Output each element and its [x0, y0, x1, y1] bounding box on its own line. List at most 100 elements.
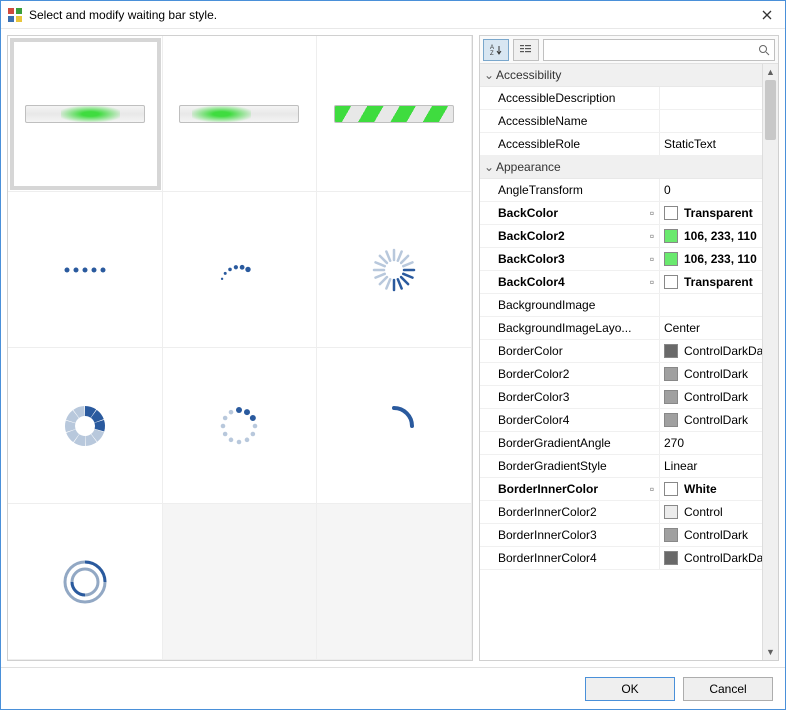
scroll-down-arrow[interactable]: ▼: [763, 644, 778, 660]
dropdown-icon: ▫: [645, 482, 659, 496]
property-value[interactable]: ControlDark: [659, 363, 762, 385]
color-swatch: [664, 528, 678, 542]
dropdown-icon: ▫: [645, 206, 659, 220]
ok-button[interactable]: OK: [585, 677, 675, 701]
property-value[interactable]: Control: [659, 501, 762, 523]
search-icon: [754, 44, 774, 56]
property-row[interactable]: BorderColor2 ControlDark: [480, 363, 762, 386]
category-label: Appearance: [496, 160, 561, 174]
dialog-footer: OK Cancel: [1, 667, 785, 709]
property-category[interactable]: ⌄Appearance: [480, 156, 762, 179]
property-name: BackgroundImageLayo...: [480, 321, 645, 335]
property-category[interactable]: ⌄Accessibility: [480, 64, 762, 87]
search-box[interactable]: [543, 39, 775, 61]
property-value[interactable]: 0: [659, 179, 762, 201]
property-row[interactable]: BorderColor4ControlDark: [480, 409, 762, 432]
gallery-tile[interactable]: [8, 192, 163, 348]
property-name: BorderInnerColor2: [480, 505, 645, 519]
color-swatch: [664, 275, 678, 289]
property-name: BorderGradientStyle: [480, 459, 645, 473]
property-value[interactable]: 270: [659, 432, 762, 454]
scroll-track[interactable]: [763, 80, 778, 644]
property-toolbar: A Z: [480, 36, 778, 64]
property-row[interactable]: BorderInnerColor4ControlDarkDark: [480, 547, 762, 570]
property-row[interactable]: BorderInnerColor▫White: [480, 478, 762, 501]
property-row[interactable]: BorderGradientAngle270: [480, 432, 762, 455]
property-value[interactable]: Transparent: [659, 271, 762, 293]
property-value[interactable]: 106, 233, 110: [659, 225, 762, 247]
property-value[interactable]: ControlDarkDark: [659, 547, 762, 569]
property-name: AccessibleRole: [480, 137, 645, 151]
gallery-tile[interactable]: [317, 348, 472, 504]
property-name: BackColor: [480, 206, 645, 220]
chevron-down-icon: ⌄: [482, 160, 496, 174]
gallery-tile[interactable]: [163, 348, 318, 504]
property-value[interactable]: ControlDark: [659, 409, 762, 431]
property-name: BorderInnerColor3: [480, 528, 645, 542]
property-value[interactable]: StaticText: [659, 133, 762, 155]
chevron-down-icon: ⌄: [482, 68, 496, 82]
content-area: A Z: [1, 29, 785, 667]
alphabetical-button[interactable]: [513, 39, 539, 61]
gallery-tile[interactable]: [317, 192, 472, 348]
color-swatch: [664, 390, 678, 404]
property-row[interactable]: BackColor2▫106, 233, 110: [480, 225, 762, 248]
gallery-tile[interactable]: [8, 36, 163, 192]
titlebar: Select and modify waiting bar style.: [1, 1, 785, 29]
property-name: BorderInnerColor: [480, 482, 645, 496]
style-gallery: [7, 35, 473, 661]
property-value[interactable]: [659, 294, 762, 316]
property-row[interactable]: AngleTransform0: [480, 179, 762, 202]
property-value[interactable]: ControlDark: [659, 524, 762, 546]
property-name: BorderColor2: [480, 367, 645, 381]
property-row[interactable]: BackColor▫Transparent: [480, 202, 762, 225]
property-row[interactable]: AccessibleName: [480, 110, 762, 133]
property-value[interactable]: 106, 233, 110: [659, 248, 762, 270]
property-row[interactable]: AccessibleDescription: [480, 87, 762, 110]
search-input[interactable]: [544, 43, 754, 57]
dialog-window: Select and modify waiting bar style. A Z: [0, 0, 786, 710]
gallery-tile[interactable]: [163, 192, 318, 348]
property-row[interactable]: BorderColorControlDarkDark: [480, 340, 762, 363]
property-value[interactable]: Linear: [659, 455, 762, 477]
property-row[interactable]: BorderColor3ControlDark: [480, 386, 762, 409]
property-row[interactable]: BackColor3▫106, 233, 110: [480, 248, 762, 271]
gallery-tile[interactable]: [317, 36, 472, 192]
app-icon: [7, 7, 23, 23]
gallery-tile[interactable]: [8, 348, 163, 504]
property-value[interactable]: [659, 87, 762, 109]
property-row[interactable]: BorderInnerColor2 Control: [480, 501, 762, 524]
property-name: BackColor4: [480, 275, 645, 289]
property-row[interactable]: BorderGradientStyle Linear: [480, 455, 762, 478]
property-value[interactable]: Transparent: [659, 202, 762, 224]
color-swatch: [664, 505, 678, 519]
gallery-tile[interactable]: [163, 36, 318, 192]
cancel-button[interactable]: Cancel: [683, 677, 773, 701]
scroll-up-arrow[interactable]: ▲: [763, 64, 778, 80]
property-name: BackgroundImage: [480, 298, 645, 312]
scroll-thumb[interactable]: [765, 80, 776, 140]
property-row[interactable]: BackgroundImageLayo... Center: [480, 317, 762, 340]
property-row[interactable]: BackgroundImage: [480, 294, 762, 317]
dialog-title: Select and modify waiting bar style.: [29, 8, 755, 22]
property-row[interactable]: BackColor4▫Transparent: [480, 271, 762, 294]
property-value[interactable]: Center: [659, 317, 762, 339]
property-name: AccessibleDescription: [480, 91, 645, 105]
color-swatch: [664, 229, 678, 243]
property-name: AccessibleName: [480, 114, 645, 128]
property-name: BackColor2: [480, 229, 645, 243]
close-button[interactable]: [755, 5, 779, 25]
property-value[interactable]: White: [659, 478, 762, 500]
property-row[interactable]: AccessibleRole StaticText: [480, 133, 762, 156]
categorized-button[interactable]: A Z: [483, 39, 509, 61]
property-value[interactable]: ControlDark: [659, 386, 762, 408]
svg-text:Z: Z: [490, 51, 494, 57]
property-value[interactable]: [659, 110, 762, 132]
dropdown-icon: ▫: [645, 275, 659, 289]
gallery-tile[interactable]: [8, 504, 163, 660]
property-row[interactable]: BorderInnerColor3 ControlDark: [480, 524, 762, 547]
color-swatch: [664, 344, 678, 358]
dropdown-icon: ▫: [645, 229, 659, 243]
property-value[interactable]: ControlDarkDark: [659, 340, 762, 362]
vertical-scrollbar[interactable]: ▲ ▼: [762, 64, 778, 660]
